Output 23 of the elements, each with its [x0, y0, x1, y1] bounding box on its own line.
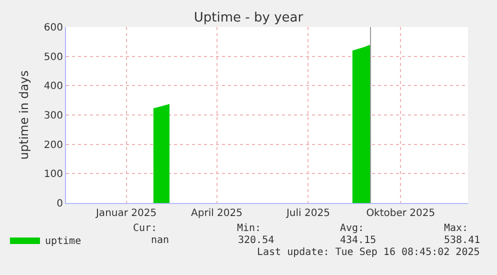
y-tick-label: 500	[44, 52, 63, 63]
legend-label: uptime	[44, 236, 82, 247]
x-tick-label: Oktober 2025	[366, 208, 436, 219]
x-tick-label: Juli 2025	[285, 208, 330, 219]
y-tick-label: 200	[44, 140, 63, 151]
y-tick-label: 100	[44, 169, 63, 180]
text: Cur:	[133, 223, 158, 234]
x-tick-label: April 2025	[191, 208, 242, 219]
chart-title: Uptime - by year	[194, 10, 304, 26]
text: 320.54	[238, 235, 274, 246]
y-tick-label: 300	[44, 110, 63, 122]
text: 538.41	[444, 235, 480, 246]
y-axis-title: uptime in days	[17, 70, 32, 160]
x-tick-label: Januar 2025	[94, 208, 157, 219]
text: nan	[151, 235, 170, 246]
text: 434.15	[340, 235, 376, 246]
y-tick-label: 400	[44, 81, 63, 92]
text: Last update: Tue Sep 16 08:45:02 2025	[257, 247, 480, 258]
text: Avg:	[340, 223, 364, 234]
y-tick-label: 600	[44, 22, 63, 34]
text: Min:	[237, 223, 262, 234]
text: Max:	[444, 223, 468, 234]
y-tick-label: 0	[56, 198, 63, 210]
